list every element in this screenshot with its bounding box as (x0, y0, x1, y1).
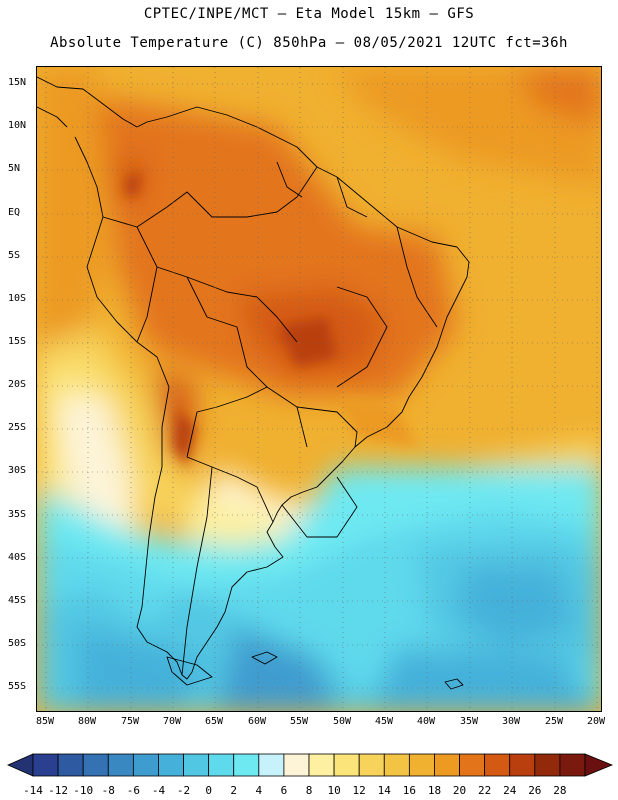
colorbar-swatch (434, 753, 460, 777)
colorbar-swatch (283, 753, 310, 777)
lon-label: 85W (35, 716, 55, 727)
colorbar-label: -10 (73, 784, 94, 797)
lon-label: 50W (332, 716, 352, 727)
colorbar (7, 753, 614, 777)
colorbar-label: 18 (427, 784, 442, 797)
lat-label: 55S (8, 681, 27, 692)
lon-label: 35W (459, 716, 479, 727)
colorbar-boxes (32, 753, 586, 777)
colorbar-label: -8 (101, 784, 115, 797)
lat-label: 40S (8, 552, 27, 563)
colorbar-swatch (308, 753, 335, 777)
colorbar-label: 28 (553, 784, 567, 797)
colorbar-label: 16 (402, 784, 416, 797)
lat-label: 15N (8, 77, 27, 88)
colorbar-label: 26 (528, 784, 542, 797)
lat-label: 5N (8, 163, 21, 174)
lon-label: 70W (162, 716, 182, 727)
lat-label: 25S (8, 422, 27, 433)
colorbar-label: 2 (230, 784, 238, 797)
colorbar-swatch (233, 753, 260, 777)
colorbar-label: 10 (327, 784, 341, 797)
colorbar-swatch (208, 753, 235, 777)
lon-label: 45W (374, 716, 394, 727)
lat-label: 10S (8, 293, 27, 304)
colorbar-label: -14 (23, 784, 43, 797)
lat-label: 10N (8, 120, 27, 131)
lat-label: 30S (8, 465, 27, 476)
lat-label: 50S (8, 638, 27, 649)
lat-label: 20S (8, 379, 27, 390)
colorbar-swatch (459, 753, 486, 777)
colorbar-swatch (484, 753, 511, 777)
colorbar-swatch (258, 753, 285, 777)
colorbar-label: 8 (305, 784, 313, 797)
colorbar-label: 6 (280, 784, 288, 797)
lon-label: 75W (120, 716, 140, 727)
map-canvas (37, 67, 601, 711)
colorbar-swatch (158, 753, 184, 777)
chart-title-line-1: CPTEC/INPE/MCT – Eta Model 15km – GFS (143, 6, 475, 22)
colorbar-swatch (333, 753, 360, 777)
colorbar-swatch (57, 753, 84, 777)
colorbar-swatch (107, 753, 134, 777)
lat-label: 45S (8, 595, 27, 606)
lon-label: 25W (544, 716, 564, 727)
colorbar-label: 24 (503, 784, 517, 797)
colorbar-under-arrow (7, 753, 34, 777)
colorbar-label: -4 (151, 784, 166, 797)
colorbar-label: -12 (48, 784, 69, 797)
colorbar-swatch (559, 753, 586, 777)
lon-label: 40W (416, 716, 436, 727)
colorbar-swatch (183, 753, 210, 777)
colorbar-swatch (383, 753, 410, 777)
lon-label: 80W (77, 716, 97, 727)
colorbar-swatch (358, 753, 385, 777)
colorbar-label: 12 (352, 784, 366, 797)
colorbar-label: 0 (205, 784, 212, 797)
colorbar-label: -2 (176, 784, 191, 797)
colorbar-label: -6 (126, 784, 140, 797)
colorbar-label: 14 (377, 784, 391, 797)
lon-label: 65W (204, 716, 224, 727)
colorbar-swatch (534, 753, 561, 777)
colorbar-swatch (509, 753, 536, 777)
colorbar-swatch (32, 753, 59, 777)
temperature-map (36, 66, 602, 712)
chart-title-line-2: Absolute Temperature (C) 850hPa – 08/05/… (50, 35, 568, 51)
lon-label: 30W (501, 716, 521, 727)
lat-label: 15S (8, 336, 27, 347)
coastlines (37, 76, 470, 690)
colorbar-swatch (408, 753, 435, 777)
lon-label: 20W (586, 716, 606, 727)
colorbar-swatch (132, 753, 159, 777)
lat-label: EQ (8, 207, 21, 218)
colorbar-label: 22 (478, 784, 492, 797)
colorbar-label: 4 (255, 784, 263, 797)
lat-label: 5S (8, 250, 21, 261)
colorbar-label: 20 (452, 784, 467, 797)
lon-label: 60W (247, 716, 267, 727)
colorbar-swatch (82, 753, 109, 777)
colorbar-over-arrow (584, 753, 614, 777)
lon-label: 55W (289, 716, 309, 727)
lat-label: 35S (8, 509, 27, 520)
